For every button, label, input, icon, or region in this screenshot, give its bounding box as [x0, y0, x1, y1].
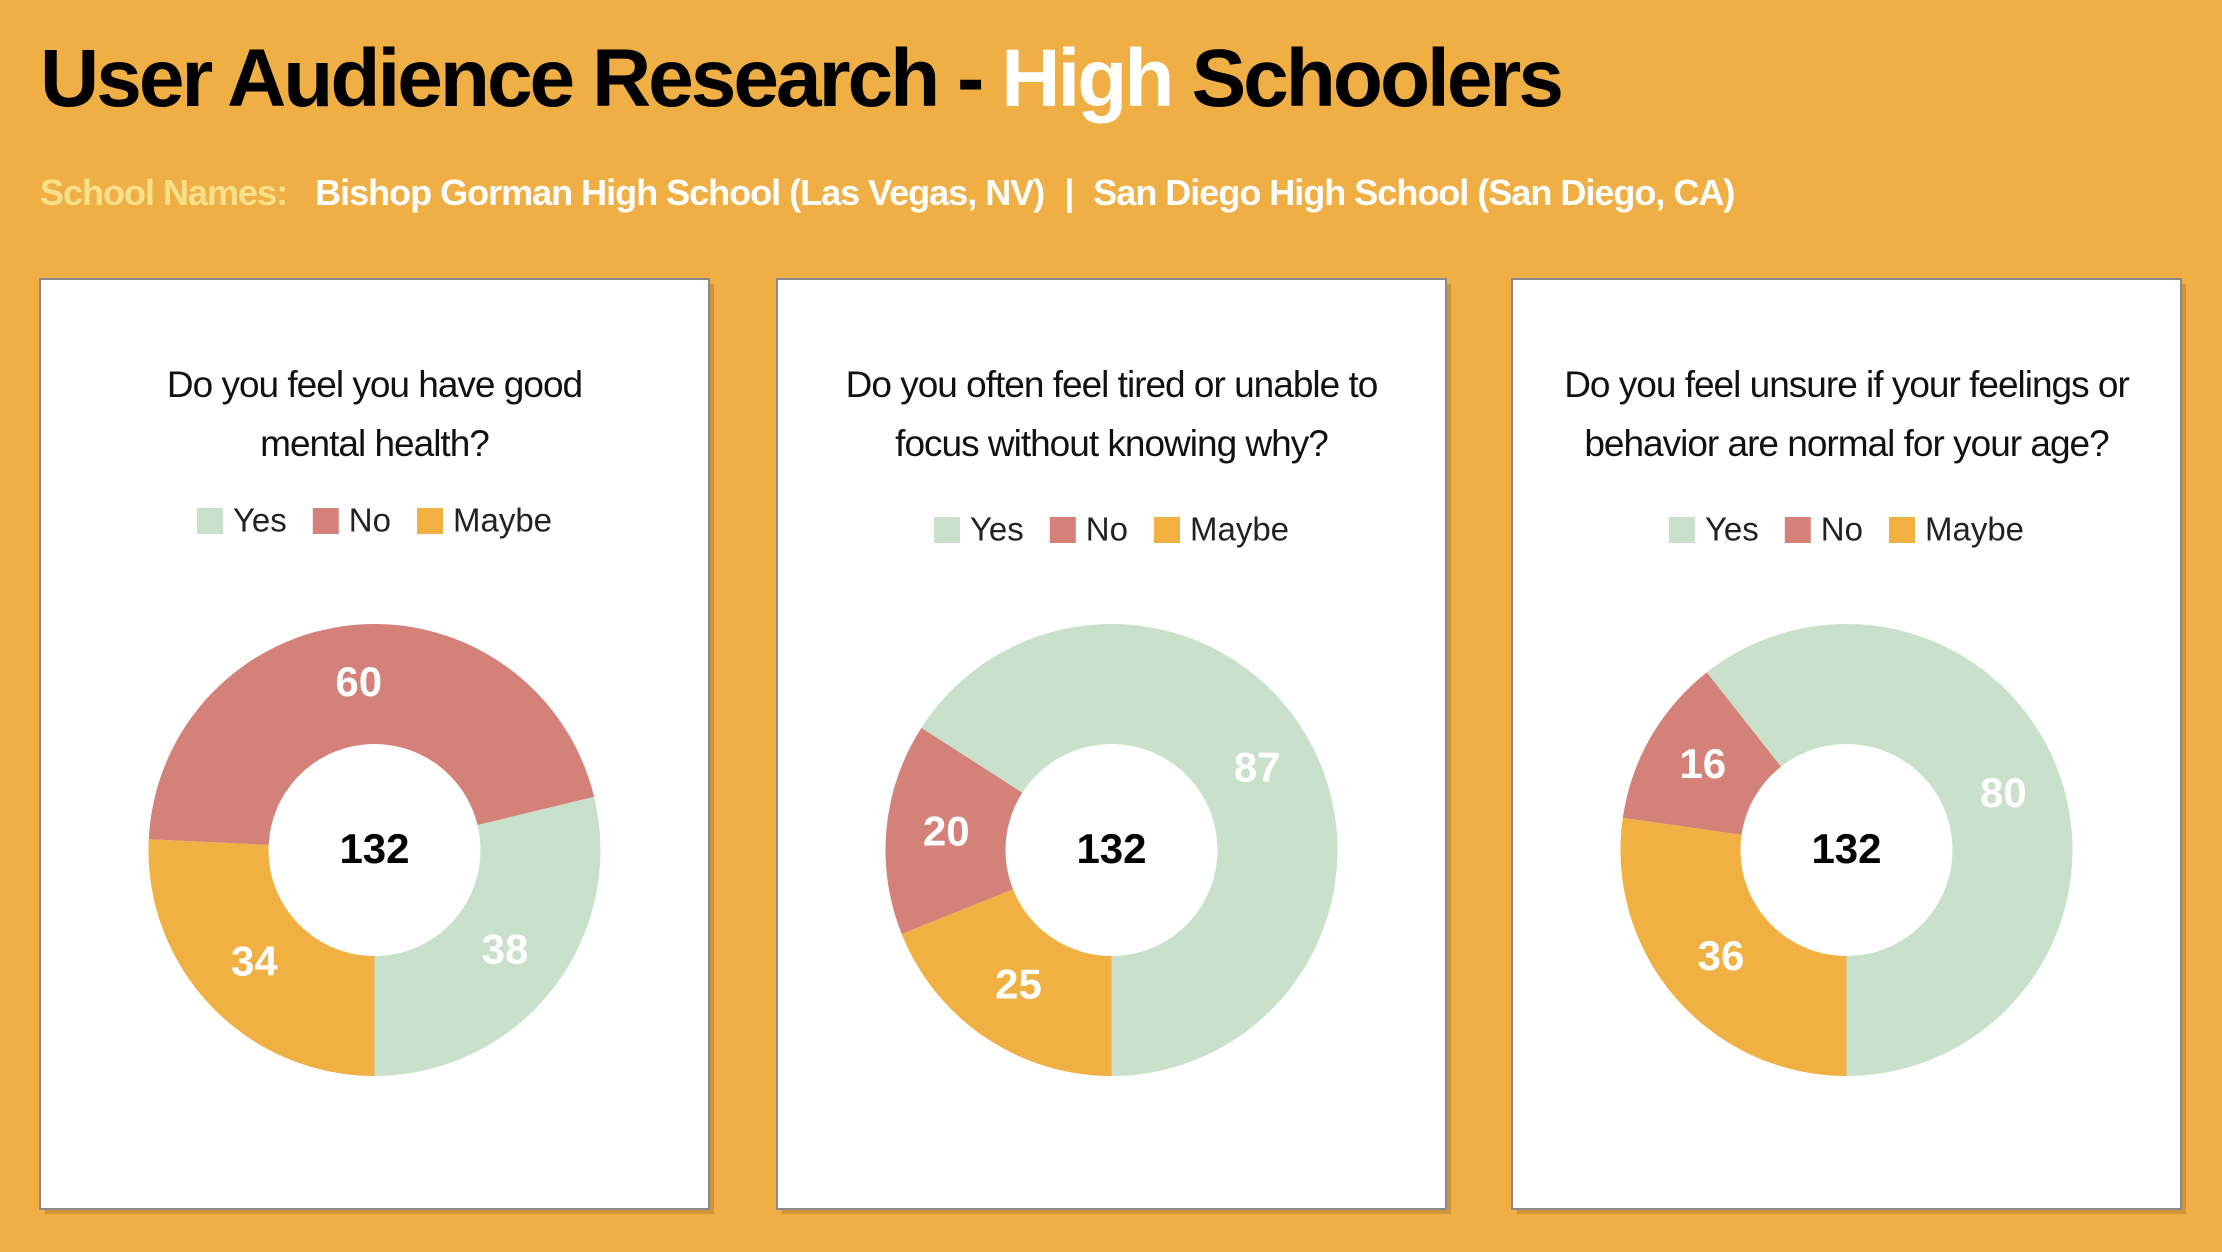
legend-swatch: [933, 517, 960, 543]
legend-label: Maybe: [1925, 511, 2024, 548]
question: Do you often feel tired or unable to: [846, 364, 1378, 405]
legend-label: Maybe: [1190, 511, 1289, 548]
donut-segment: [374, 796, 601, 1076]
legend: Yes No Maybe: [1668, 511, 2024, 548]
center-total: 132: [1076, 825, 1146, 872]
title-part: User Audience Research -: [40, 33, 982, 124]
question: Do you feel unsure if your feelings or: [1564, 364, 2129, 405]
page-title: User Audience Research - High Schoolers: [40, 33, 1561, 124]
donut-segment: [885, 727, 1023, 934]
data-label: 16: [1679, 740, 1726, 787]
data-label: 87: [1234, 744, 1281, 791]
legend-swatch: [196, 508, 223, 534]
question: Do you feel you have good: [167, 364, 582, 405]
donut-segment: [1706, 624, 2073, 1076]
donut-segment: [1620, 817, 1847, 1076]
center-total: 132: [1811, 825, 1881, 872]
legend: Yes No Maybe: [196, 502, 552, 539]
question: focus without knowing why?: [895, 423, 1328, 464]
donut-segment: [148, 623, 595, 845]
legend-label: No: [349, 502, 391, 539]
question: mental health?: [260, 423, 489, 464]
legend-swatch: [1049, 517, 1076, 543]
legend-swatch: [1888, 517, 1915, 543]
data-label: 60: [335, 658, 382, 705]
subtitle-label: School Names:: [40, 172, 287, 213]
donut-segment: [148, 839, 375, 1076]
legend-label: Maybe: [453, 502, 552, 539]
separator: |: [1064, 172, 1073, 214]
donut-segment: [1622, 672, 1781, 835]
legend-swatch: [1668, 517, 1695, 543]
legend-label: Yes: [233, 502, 287, 539]
legend-swatch: [416, 508, 443, 534]
school-name: San Diego High School (San Diego, CA): [1093, 172, 1734, 213]
legend-label: Yes: [970, 511, 1024, 548]
legend-swatch: [1153, 517, 1180, 543]
donut-segment: [921, 624, 1338, 1076]
legend-label: No: [1086, 511, 1128, 548]
data-label: 36: [1698, 932, 1745, 979]
data-label: 34: [231, 938, 278, 985]
legend-label: Yes: [1705, 511, 1759, 548]
title-part: Schoolers: [1191, 33, 1561, 124]
legend: Yes No Maybe: [933, 511, 1289, 548]
data-label: 80: [1980, 769, 2027, 816]
legend-swatch: [312, 508, 339, 534]
subtitle: School Names: Bishop Gorman High School (…: [40, 172, 1734, 214]
legend-label: No: [1821, 511, 1863, 548]
title-highlight: High: [1001, 33, 1171, 124]
data-label: 20: [923, 807, 970, 854]
question: behavior are normal for your age?: [1584, 423, 2109, 464]
donut-segment: [901, 889, 1112, 1076]
school-name: Bishop Gorman High School (Las Vegas, NV…: [315, 172, 1044, 213]
center-total: 132: [339, 825, 409, 872]
data-label: 38: [482, 926, 529, 973]
legend-swatch: [1784, 517, 1811, 543]
data-label: 25: [995, 961, 1042, 1008]
